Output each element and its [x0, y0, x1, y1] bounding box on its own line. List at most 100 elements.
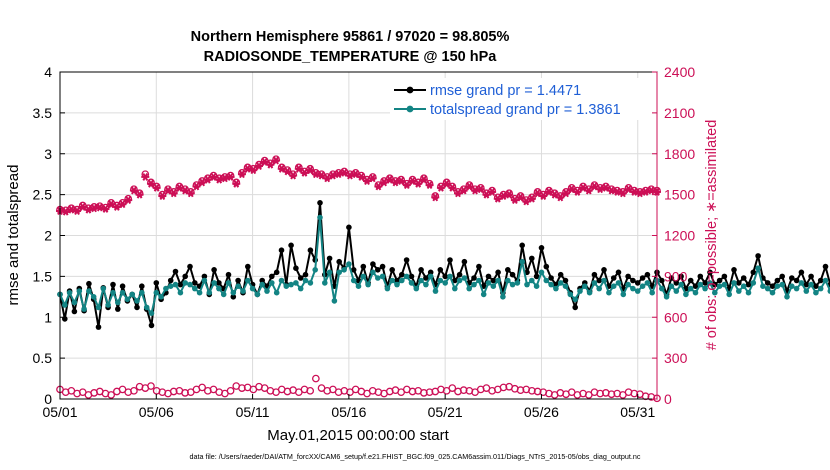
totalspread-point	[95, 304, 102, 311]
obs-assimilated-marker	[414, 179, 423, 188]
grid	[59, 71, 657, 400]
rmse-point	[476, 263, 482, 270]
obs-assimilated-marker	[476, 185, 485, 194]
totalspread-point	[346, 261, 352, 267]
obs-assimilated-stroke	[591, 182, 598, 191]
totalspread-point	[529, 277, 535, 284]
totalspread-point	[707, 280, 713, 286]
totalspread-point	[172, 281, 179, 288]
obs-assimilated-stroke	[386, 175, 393, 184]
y-tick-label: 3.5	[33, 105, 53, 121]
obs-assimilated-stroke	[460, 186, 467, 195]
y-tick-label: 1	[44, 309, 52, 325]
obs-assimilated-marker	[118, 200, 127, 209]
rmse-point	[644, 271, 651, 278]
totalspread-point	[331, 298, 338, 304]
rmse-point	[293, 265, 299, 272]
obs-assimilated-marker	[255, 162, 263, 170]
rmse-point	[447, 257, 453, 263]
rmse-point	[529, 255, 535, 262]
obs-assimilated-stroke	[341, 168, 348, 177]
rmse-point	[736, 280, 742, 286]
obs-assimilated-stroke	[529, 194, 535, 203]
rmse-point	[755, 253, 761, 259]
rmse-point	[615, 269, 622, 276]
totalspread-point	[143, 304, 150, 311]
obs-assimilated-stroke	[500, 192, 507, 200]
totalspread-point	[182, 280, 188, 286]
totalspread-point	[350, 277, 357, 284]
obs-assimilated-stroke	[358, 172, 365, 181]
obs-assimilated-stroke	[637, 189, 643, 198]
rmse-point	[456, 271, 463, 278]
rmse-point	[543, 263, 550, 270]
totalspread-point	[322, 280, 328, 286]
obs-assimilated-stroke	[79, 202, 86, 211]
y-right-axis-ticks: 0 300 600 900 1200 1500 1800 2100 2400	[652, 64, 695, 407]
totalspread-point	[418, 277, 424, 284]
obs-assimilated-stroke	[381, 178, 387, 187]
obs-assimilated-marker	[385, 175, 394, 184]
obs-assimilated-stroke	[301, 168, 308, 177]
totalspread-point	[427, 273, 434, 280]
obs-assimilated-marker	[101, 204, 110, 213]
obs-possible-marker	[408, 387, 417, 396]
totalspread-point	[273, 289, 280, 296]
totalspread-point	[548, 281, 554, 288]
obs-assimilated-marker	[260, 157, 269, 166]
obs-assimilated-marker	[505, 190, 514, 199]
obs-possible-marker	[306, 386, 315, 395]
totalspread-point	[269, 280, 275, 286]
obs-possible-marker	[181, 389, 189, 397]
obs-assimilated-marker	[266, 160, 275, 169]
obs-possible-marker	[107, 391, 116, 399]
rmse-point	[442, 273, 449, 280]
obs-assimilated-stroke	[620, 189, 626, 198]
obs-assimilated-marker	[135, 190, 144, 199]
rmse-point	[225, 271, 232, 278]
obs-count-layer	[56, 155, 661, 403]
totalspread-point	[167, 283, 174, 290]
rmse-point	[336, 258, 343, 265]
totalspread-point	[196, 289, 203, 296]
totalspread-point	[620, 291, 627, 298]
totalspread-point	[375, 275, 381, 281]
totalspread-point	[201, 277, 208, 284]
rmse-point	[403, 257, 410, 263]
obs-possible-marker	[516, 386, 525, 394]
obs-assimilated-marker	[641, 187, 650, 196]
obs-assimilated-stroke	[244, 164, 251, 173]
obs-assimilated-stroke	[233, 179, 240, 188]
obs-assimilated-marker	[306, 166, 315, 175]
totalspread-point	[437, 277, 444, 284]
obs-assimilated-marker	[471, 186, 480, 195]
rmse-point	[634, 280, 641, 286]
obs-assimilated-marker	[277, 164, 286, 173]
rmse-point	[596, 277, 602, 284]
chart-title: Northern Hemisphere 95861 / 97020 = 98.8…	[191, 29, 510, 45]
rmse-point	[230, 294, 237, 300]
obs-assimilated-stroke	[540, 192, 547, 200]
legend-label-rmse: rmse grand pr = 1.4471	[430, 83, 581, 99]
totalspread-point	[379, 273, 386, 280]
obs-assimilated-marker	[357, 172, 366, 181]
rmse-point	[572, 304, 578, 311]
totalspread-point	[687, 285, 694, 292]
obs-assimilated-stroke	[426, 181, 433, 190]
y-right-tick-label: 0	[664, 391, 672, 407]
totalspread-point	[148, 310, 155, 317]
totalspread-point	[789, 283, 795, 290]
obs-assimilated-stroke	[216, 175, 223, 184]
rmse-point	[740, 275, 747, 281]
legend-label-totalspread: totalspread grand pr = 1.3861	[430, 102, 621, 118]
rmse-point	[750, 269, 757, 276]
rmse-point	[177, 281, 184, 288]
obs-assimilated-marker	[112, 202, 121, 211]
obs-assimilated-marker	[562, 189, 571, 198]
totalspread-point	[678, 281, 684, 288]
obs-possible-marker	[226, 386, 235, 395]
totalspread-point	[827, 288, 830, 294]
obs-assimilated-stroke	[142, 172, 149, 181]
obs-assimilated-stroke	[290, 171, 296, 180]
obs-assimilated-marker	[419, 175, 428, 184]
